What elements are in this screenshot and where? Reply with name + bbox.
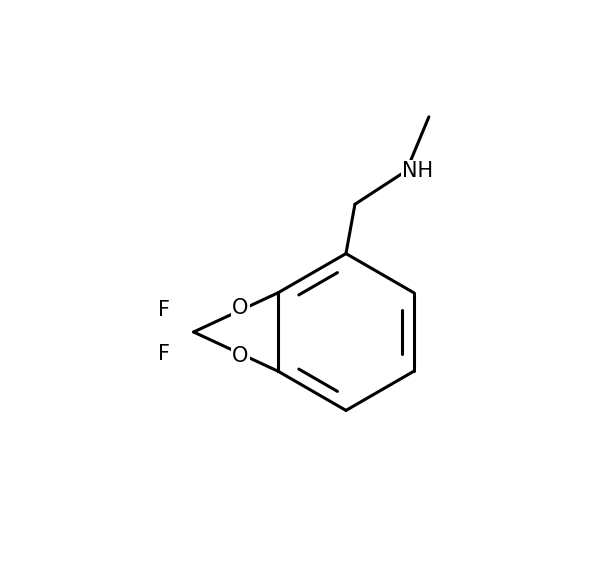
- Text: O: O: [232, 298, 249, 318]
- Text: F: F: [159, 300, 170, 321]
- Text: NH: NH: [402, 161, 433, 180]
- Text: F: F: [159, 343, 170, 364]
- Text: O: O: [232, 346, 249, 366]
